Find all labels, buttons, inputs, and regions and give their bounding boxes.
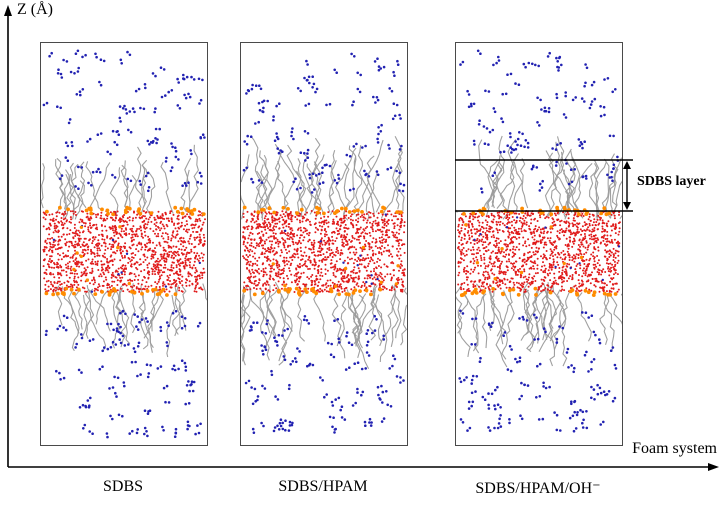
simulation-box-sdbs-hpam bbox=[224, 42, 410, 446]
simulation-box-sdbs bbox=[40, 42, 213, 446]
sdbs-layer-arrowhead-down bbox=[623, 202, 631, 210]
particles-canvas bbox=[434, 49, 632, 433]
panel-label-sdbs-hpam-oh: SDBS/HPAM/OH⁻ bbox=[475, 480, 601, 497]
panel-label-sdbs: SDBS bbox=[102, 478, 144, 495]
z-axis-arrowhead bbox=[4, 5, 12, 16]
x-axis-arrowhead bbox=[708, 463, 719, 471]
panel-label-sdbs-hpam: SDBS/HPAM bbox=[278, 478, 368, 495]
particles-canvas bbox=[224, 52, 410, 435]
y-axis-label: Z (Å) bbox=[17, 1, 53, 18]
particles-canvas bbox=[40, 49, 213, 439]
x-axis-label: Foam system bbox=[632, 440, 717, 457]
simulation-box-sdbs-hpam-oh bbox=[434, 42, 632, 446]
sdbs-layer-arrowhead-up bbox=[623, 161, 631, 169]
sdbs-layer-label: SDBS layer bbox=[637, 174, 706, 189]
